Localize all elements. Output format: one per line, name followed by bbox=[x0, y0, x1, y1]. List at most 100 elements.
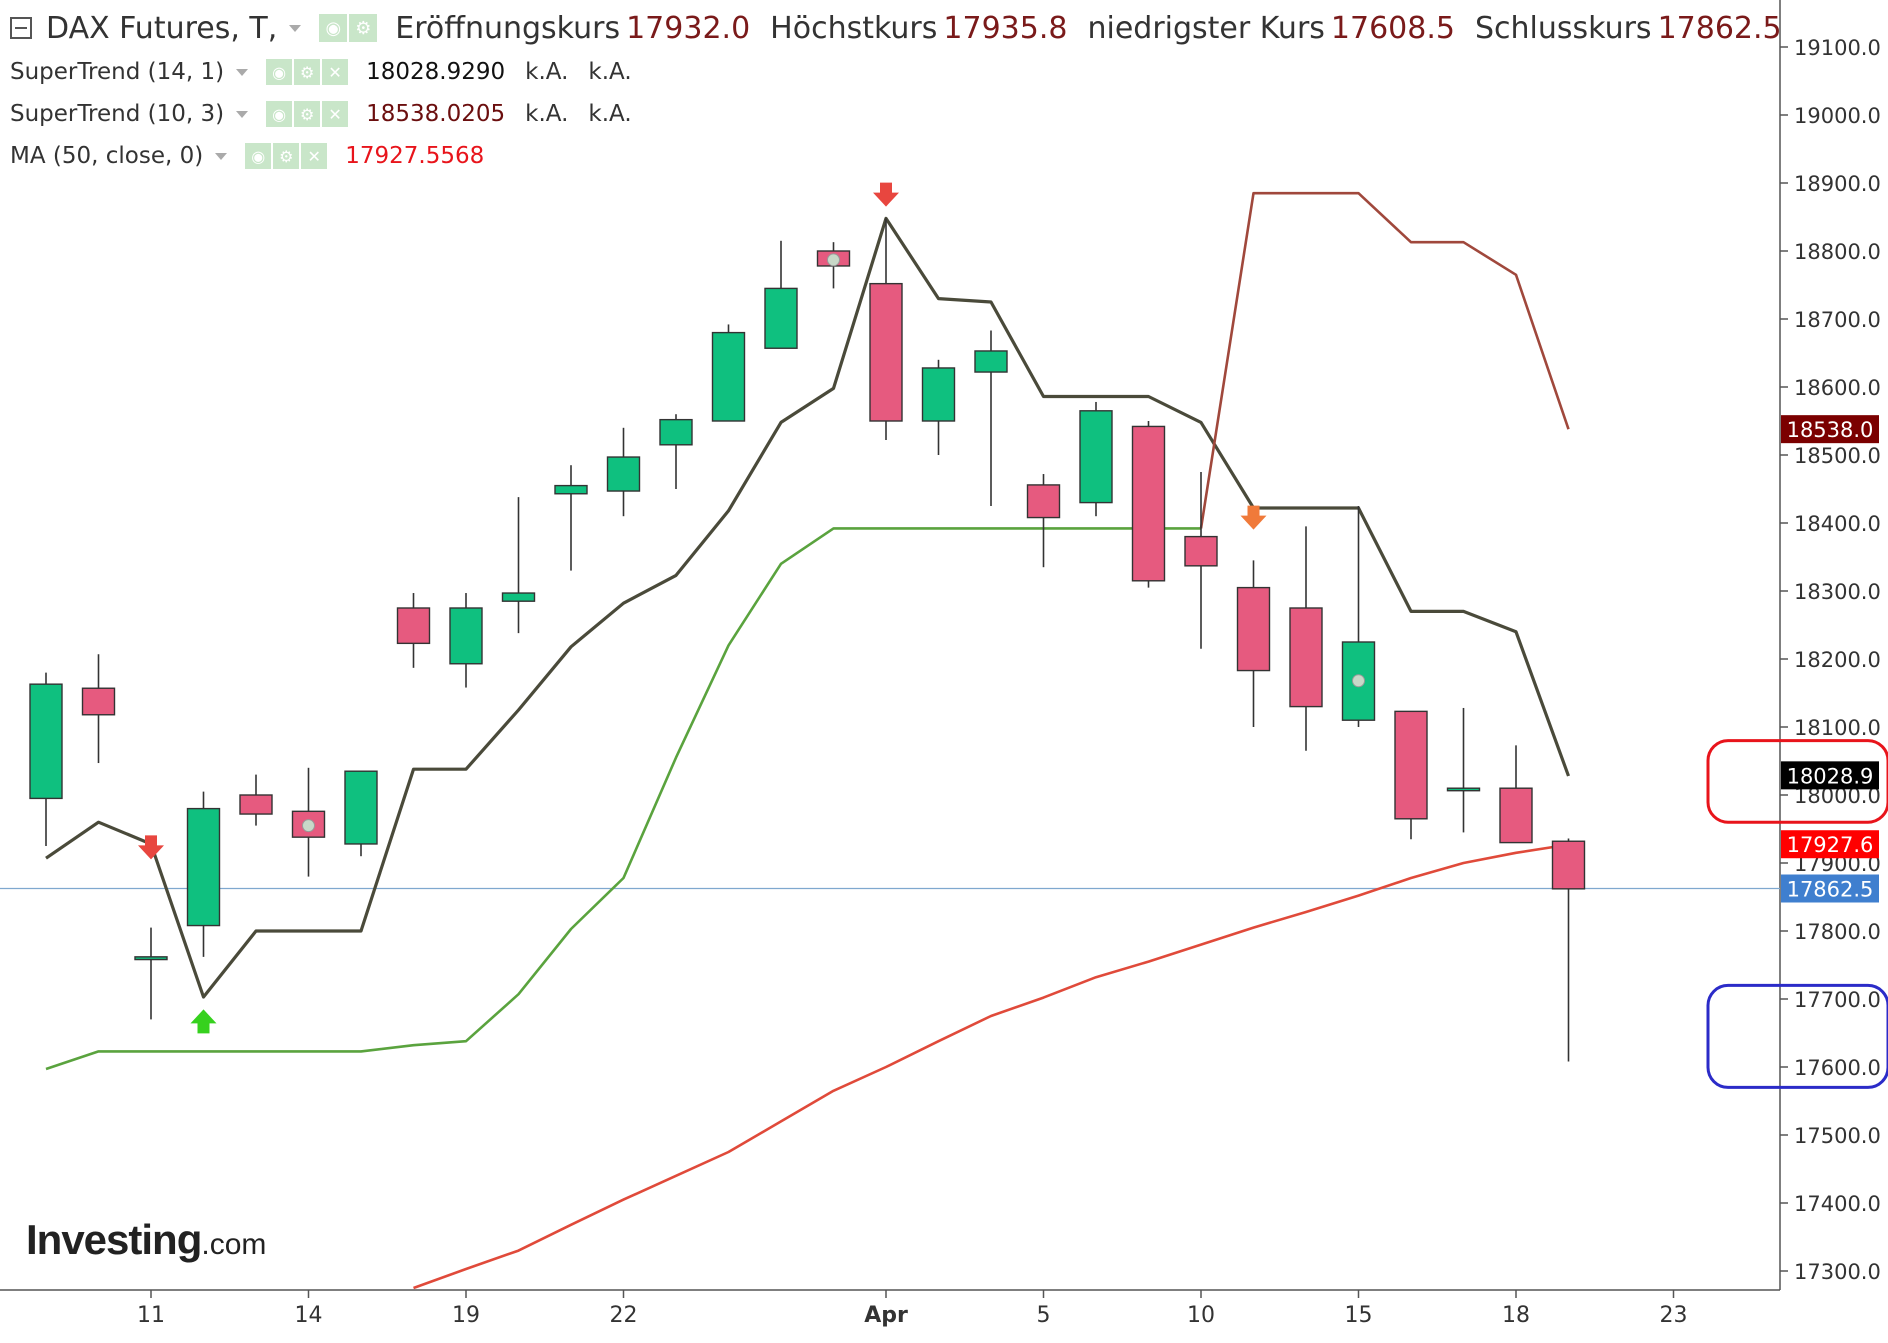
gear-icon[interactable]: ⚙ bbox=[294, 101, 321, 127]
x-tick-label: 14 bbox=[295, 1303, 323, 1328]
open-value: 17932.0 bbox=[626, 10, 751, 46]
candle-body bbox=[659, 418, 693, 446]
candle-body bbox=[29, 683, 63, 800]
candle bbox=[974, 330, 1008, 506]
y-tick-label: 17300.0 bbox=[1794, 1260, 1881, 1284]
eye-icon[interactable]: ◉ bbox=[245, 143, 272, 169]
chevron-down-icon[interactable] bbox=[236, 110, 249, 118]
y-tick-label: 18200.0 bbox=[1794, 648, 1881, 672]
low-value: 17608.5 bbox=[1330, 10, 1455, 46]
gear-icon[interactable]: ⚙ bbox=[294, 59, 321, 85]
candle bbox=[1446, 707, 1481, 833]
gear-icon[interactable]: ⚙ bbox=[273, 143, 300, 169]
investing-logo: Investing.com bbox=[26, 1216, 266, 1264]
eye-icon[interactable]: ◉ bbox=[266, 101, 293, 127]
logo-text: Investing bbox=[26, 1216, 202, 1263]
candle bbox=[239, 774, 273, 826]
arrow-up-icon bbox=[190, 1009, 217, 1034]
candle bbox=[344, 770, 378, 857]
indicator-na: k.A. bbox=[588, 101, 632, 127]
x-tick-label: 19 bbox=[452, 1303, 480, 1328]
y-tick-label: 18600.0 bbox=[1794, 376, 1881, 400]
low-label: niedrigster Kurs bbox=[1087, 10, 1325, 46]
candle bbox=[921, 359, 956, 455]
candle bbox=[764, 240, 798, 349]
price-tag: 18028.9 bbox=[1781, 761, 1879, 790]
collapse-icon[interactable] bbox=[10, 17, 32, 39]
series-line bbox=[45, 527, 1201, 1071]
y-tick-label: 18300.0 bbox=[1794, 580, 1881, 604]
candle-body bbox=[501, 592, 536, 602]
x-tick-label: 18 bbox=[1502, 1303, 1530, 1328]
y-tick-label: 17500.0 bbox=[1794, 1124, 1881, 1148]
candle bbox=[396, 593, 431, 668]
candle-body bbox=[1289, 607, 1323, 708]
x-tick-label: Apr bbox=[864, 1303, 908, 1328]
indicator-value: 18538.0205 bbox=[366, 101, 506, 127]
price-tag-label: 18028.9 bbox=[1787, 764, 1874, 788]
candle bbox=[1394, 710, 1428, 840]
candle-body bbox=[1551, 840, 1586, 890]
x-tick-label: 5 bbox=[1037, 1303, 1051, 1328]
chevron-down-icon[interactable] bbox=[236, 68, 249, 76]
chevron-down-icon[interactable] bbox=[215, 152, 228, 160]
symbol-title: DAX Futures, T, bbox=[46, 10, 278, 46]
indicator-value: 17927.5568 bbox=[345, 143, 485, 169]
eye-icon[interactable]: ◉ bbox=[319, 14, 348, 42]
candles bbox=[29, 218, 1586, 1062]
series-line bbox=[1199, 191, 1570, 529]
y-tick-label: 18800.0 bbox=[1794, 240, 1881, 264]
close-icon[interactable]: ✕ bbox=[322, 101, 349, 127]
legend-indicator-supertrend-10: SuperTrend (10, 3) ◉ ⚙ ✕ 18538.0205 k.A.… bbox=[10, 96, 652, 132]
close-icon[interactable]: ✕ bbox=[322, 59, 349, 85]
candle-body bbox=[396, 607, 431, 645]
close-icon[interactable]: ✕ bbox=[301, 143, 328, 169]
candle-body bbox=[344, 770, 378, 845]
x-tick-label: 23 bbox=[1660, 1303, 1688, 1328]
y-tick-label: 18500.0 bbox=[1794, 444, 1881, 468]
time-axis: 11 14 19 22 Apr 5 10 15 18 23 bbox=[0, 1289, 1780, 1328]
candle bbox=[1499, 745, 1533, 844]
highlight-box bbox=[1706, 739, 1888, 824]
price-tag-bg bbox=[1781, 415, 1879, 444]
y-tick-label: 17400.0 bbox=[1794, 1192, 1881, 1216]
candle-body bbox=[764, 287, 798, 349]
x-tick-label: 22 bbox=[610, 1303, 638, 1328]
y-tick-label: 17600.0 bbox=[1794, 1056, 1881, 1080]
price-tag-bg bbox=[1781, 761, 1879, 790]
candle-body bbox=[1499, 787, 1533, 844]
candle bbox=[1341, 506, 1376, 727]
price-tag-label: 17927.6 bbox=[1787, 833, 1874, 857]
price-tag-bg bbox=[1781, 874, 1879, 903]
signal-dot bbox=[827, 253, 840, 267]
candle-body bbox=[921, 367, 956, 422]
candle-body bbox=[1184, 535, 1218, 567]
candle-body bbox=[606, 456, 641, 492]
candle bbox=[1184, 472, 1218, 649]
eye-icon[interactable]: ◉ bbox=[266, 59, 293, 85]
x-tick-label: 15 bbox=[1345, 1303, 1373, 1328]
arrow-down-icon bbox=[1240, 505, 1267, 530]
price-tag-label: 17862.5 bbox=[1787, 878, 1874, 902]
gear-icon[interactable]: ⚙ bbox=[349, 14, 378, 42]
candle bbox=[1551, 838, 1586, 1062]
price-tag: 18538.0 bbox=[1781, 415, 1879, 444]
indicator-na: k.A. bbox=[525, 59, 569, 85]
candle-body bbox=[1026, 484, 1061, 519]
open-label: Eröffnungskurs bbox=[395, 10, 621, 46]
legend-indicator-supertrend-14: SuperTrend (14, 1) ◉ ⚙ ✕ 18028.9290 k.A.… bbox=[10, 54, 652, 90]
candle bbox=[711, 324, 746, 422]
legend-main-row: DAX Futures, T, ◉ ⚙ Eröffnungskurs 17932… bbox=[10, 6, 1802, 50]
y-tick-label: 19000.0 bbox=[1794, 104, 1881, 128]
candle bbox=[186, 791, 221, 957]
indicator-lines bbox=[0, 191, 1780, 1290]
close-label: Schlusskurs bbox=[1474, 10, 1652, 46]
indicator-na: k.A. bbox=[588, 59, 632, 85]
candle-body bbox=[974, 350, 1008, 373]
markers bbox=[138, 182, 1888, 1089]
price-tag-label: 18538.0 bbox=[1787, 418, 1874, 442]
candle-body bbox=[554, 484, 588, 495]
highlight-box bbox=[1706, 983, 1888, 1089]
chevron-down-icon[interactable] bbox=[289, 24, 302, 32]
